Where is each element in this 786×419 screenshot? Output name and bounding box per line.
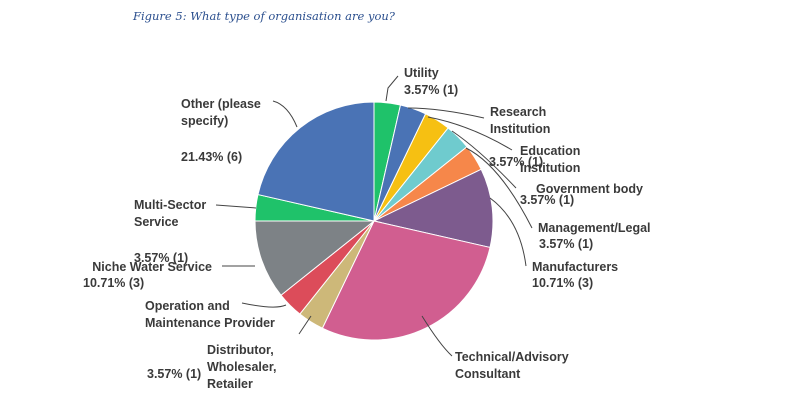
value-label-other-please-specify: 21.43% (6)	[181, 150, 242, 164]
leader-line-multi-sector-service	[215, 204, 257, 209]
leader-line-manufacturers	[489, 197, 527, 267]
label-other-please-specify: Other (please specify)	[181, 97, 261, 128]
leader-line-utility	[385, 75, 399, 102]
pie-slice-manufacturers	[372, 168, 494, 249]
pie-slice-niche-water-service	[254, 220, 376, 296]
value-label-management-legal: 3.57% (1)	[539, 237, 593, 251]
value-label-utility: 3.57% (1)	[404, 83, 458, 97]
label-multi-sector-service: Multi-Sector Service	[134, 198, 206, 229]
label-management-legal: Management/Legal	[538, 221, 651, 235]
leader-line-operation-and-maintenance-provider	[241, 302, 287, 308]
leader-line-other-please-specify	[272, 100, 298, 128]
value-label-distributor-wholesaler-retailer: 3.57% (1)	[147, 367, 201, 381]
value-label-education-institution: 3.57% (1)	[489, 155, 543, 169]
label-government-body: Government body	[536, 182, 643, 196]
leader-line-government-body	[451, 130, 517, 189]
label-education-institution: Education Institution	[520, 144, 580, 175]
value-label-manufacturers: 10.71% (3)	[532, 276, 593, 290]
label-technical-advisory-consultant: Technical/Advisory Consultant	[455, 350, 569, 381]
leader-line-research-institution	[407, 107, 485, 119]
leader-line-education-institution	[427, 116, 513, 151]
leader-line-technical-advisory-consultant	[421, 315, 453, 357]
leader-line-management-legal	[465, 147, 533, 229]
label-distributor-wholesaler-retailer: Distributor, Wholesaler, Retailer	[207, 343, 276, 391]
label-research-institution: Research Institution	[490, 105, 550, 136]
figure-caption: Figure 5: What type of organisation are …	[133, 9, 395, 23]
label-manufacturers: Manufacturers	[532, 260, 618, 274]
pie-slice-technical-advisory-consultant	[321, 220, 491, 341]
value-label-niche-water-service: 10.71% (3)	[83, 276, 144, 290]
value-label-government-body: 3.57% (1)	[520, 193, 574, 207]
pie-slice-other-please-specify	[257, 101, 375, 222]
label-niche-water-service: Niche Water Service	[92, 260, 212, 274]
label-operation-and-maintenance-provider: Operation and Maintenance Provider	[145, 299, 275, 330]
label-utility: Utility	[404, 66, 439, 80]
value-label-multi-sector-service: 3.57% (1)	[134, 251, 188, 265]
leader-line-distributor-wholesaler-retailer	[298, 315, 312, 335]
